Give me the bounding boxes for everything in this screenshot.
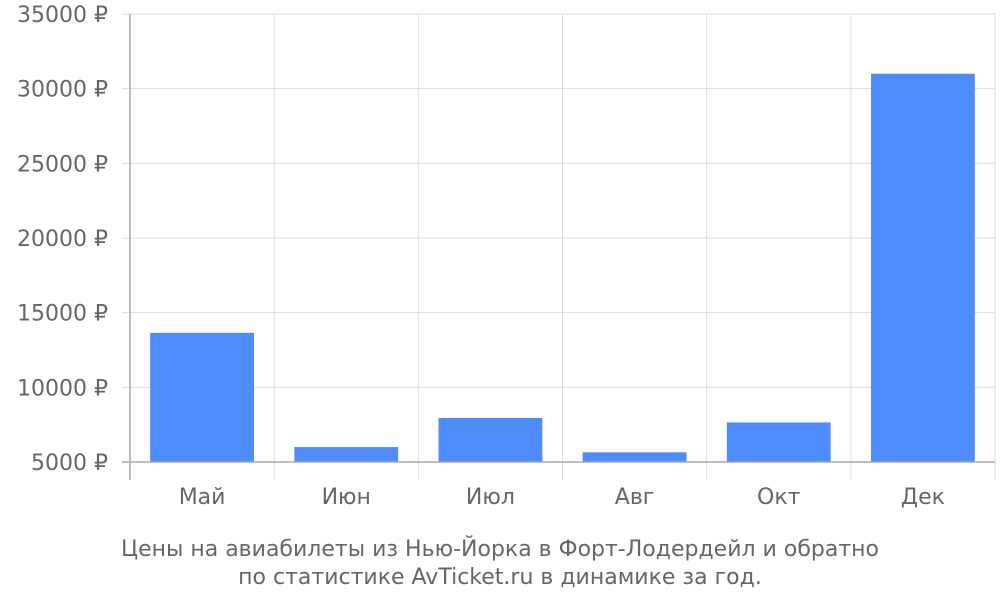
- grid-lines: [122, 13, 996, 480]
- y-axis-ticks: 5000 ₽ 10000 ₽ 15000 ₽ 20000 ₽ 25000 ₽ 30000 …: [17, 3, 108, 476]
- x-tick-label: Июн: [322, 485, 371, 510]
- x-tick-label: Май: [179, 485, 226, 510]
- y-tick-label: 25000 ₽: [17, 152, 108, 177]
- bar-6: [871, 73, 975, 462]
- x-tick-label: Окт: [757, 485, 801, 510]
- x-tick-label: Авг: [615, 485, 655, 510]
- y-tick-label: 35000 ₽: [17, 3, 108, 28]
- bar-5: [726, 422, 831, 462]
- y-tick-label: 20000 ₽: [17, 227, 108, 252]
- chart-caption-line-2: по статистике AvTicket.ru в динамике за …: [238, 565, 762, 590]
- bar-3: [438, 417, 543, 462]
- chart-caption-line-1: Цены на авиабилеты из Нью-Йорка в Форт-Л…: [121, 536, 879, 562]
- y-tick-label: 15000 ₽: [17, 302, 108, 327]
- y-tick-label: 10000 ₽: [17, 376, 108, 401]
- y-tick-label: 5000 ₽: [31, 451, 108, 476]
- x-tick-label: Дек: [901, 485, 945, 510]
- x-tick-label: Июл: [466, 485, 515, 510]
- bar-1: [150, 332, 254, 462]
- x-axis-ticks: Май Июн Июл Авг Окт Дек: [179, 485, 945, 510]
- bar-4: [582, 452, 687, 462]
- axes: [122, 14, 995, 480]
- bar-2: [294, 447, 399, 462]
- bars: [150, 73, 975, 462]
- y-tick-label: 30000 ₽: [17, 78, 108, 103]
